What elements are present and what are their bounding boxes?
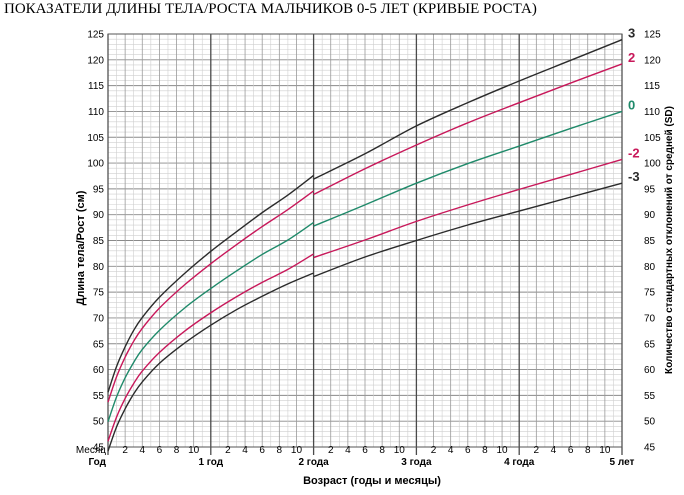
y-tick-label-right: 50: [644, 417, 656, 428]
y-tick-label-left: 100: [87, 159, 104, 170]
x-month-tick-label: 6: [465, 445, 471, 456]
x-month-tick-label: 10: [291, 445, 303, 456]
y-tick-label-left: 125: [87, 30, 104, 41]
y-tick-label-left: 70: [93, 313, 105, 324]
y-tick-label-right: 65: [644, 339, 656, 350]
series-line-2-height: [313, 63, 623, 196]
x-month-tick-label: 2: [328, 445, 334, 456]
y-tick-label-left: 85: [93, 236, 105, 247]
x-year-tick-label: 1 год: [198, 457, 223, 468]
series-line--2-length: [107, 253, 314, 442]
x-month-tick-label: 6: [362, 445, 368, 456]
y-tick-label-right: 105: [644, 133, 661, 144]
y-tick-label-right: 55: [644, 391, 656, 402]
y-tick-label-right: 75: [644, 288, 656, 299]
x-month-tick-label: 2: [431, 445, 437, 456]
y-tick-label-right: 120: [644, 55, 661, 66]
x-month-tick-label: 10: [394, 445, 406, 456]
y-tick-label-right: 80: [644, 262, 656, 273]
series-label-0: 0: [628, 97, 635, 112]
x-year-tick-label: 2 года: [298, 457, 329, 468]
y-tick-label-right: 85: [644, 236, 656, 247]
x-year-tick-label: 4 года: [504, 457, 535, 468]
x-month-tick-label: 2: [534, 445, 540, 456]
x-month-tick-label: 2: [225, 445, 231, 456]
x-month-tick-label: 8: [174, 445, 180, 456]
x-month-tick-label: 4: [551, 445, 557, 456]
x-year-tick-label: 5 лет: [610, 457, 635, 468]
x-month-tick-label: 10: [188, 445, 200, 456]
series-label--2: -2: [628, 145, 640, 160]
page-title: ПОКАЗАТЕЛИ ДЛИНЫ ТЕЛА/РОСТА МАЛЬЧИКОВ 0-…: [4, 1, 537, 17]
chart-grid: [107, 33, 623, 455]
y-tick-label-right: 125: [644, 30, 661, 41]
x-month-tick-label: 4: [139, 445, 145, 456]
y-tick-label-left: 95: [93, 184, 105, 195]
y-tick-label-left: 120: [87, 55, 104, 66]
x-month-tick-label: 8: [585, 445, 591, 456]
series-line-3-length: [107, 174, 315, 393]
x-month-tick-label: 2: [122, 445, 128, 456]
x-month-row-label: Месяц: [76, 445, 106, 456]
y-tick-label-left: 110: [88, 107, 104, 118]
y-tick-label-right: 70: [644, 313, 656, 324]
series-label--3: -3: [628, 169, 640, 184]
x-month-tick-label: 10: [599, 445, 611, 456]
y-tick-label-left: 115: [88, 81, 104, 92]
series-line-0-length: [107, 221, 314, 422]
y-tick-label-left: 50: [93, 417, 105, 428]
x-month-tick-label: 10: [497, 445, 509, 456]
y-tick-label-left: 65: [93, 339, 105, 350]
y-tick-label-left: 45: [93, 443, 105, 454]
series-line-0-height: [313, 110, 623, 227]
x-month-tick-label: 8: [379, 445, 385, 456]
series-line--2-height: [313, 158, 623, 259]
y-tick-label-left: 55: [93, 391, 105, 402]
x-month-tick-label: 4: [242, 445, 248, 456]
series-line--3-length: [107, 272, 314, 452]
x-year-row-label: Год: [89, 457, 107, 468]
y-tick-label-right: 110: [644, 107, 660, 118]
x-month-tick-label: 8: [277, 445, 283, 456]
x-month-tick-label: 4: [345, 445, 351, 456]
y-tick-label-left: 75: [93, 288, 105, 299]
plot-frame: [107, 33, 623, 448]
series-layer: 3 2 0 -2 -3: [107, 26, 640, 452]
y-tick-label-right: 100: [644, 159, 661, 170]
y-tick-label-right: 60: [644, 365, 656, 376]
x-axis-title: Возраст (годы и месяцы): [303, 475, 441, 487]
y-tick-label-right: 95: [644, 184, 656, 195]
x-month-tick-label: 4: [448, 445, 454, 456]
series-label-3: 3: [628, 26, 635, 41]
x-month-tick-label: 6: [157, 445, 163, 456]
series-line--3-height: [313, 182, 623, 278]
y-tick-label-left: 80: [93, 262, 105, 273]
y-tick-label-right: 45: [644, 443, 656, 454]
series-line-3-height: [313, 39, 623, 180]
y-axis-title-right: Количество стандартных отклонений от сре…: [664, 106, 675, 374]
y-tick-label-right: 90: [644, 210, 656, 221]
x-month-tick-label: 6: [568, 445, 574, 456]
y-tick-label-right: 115: [644, 81, 660, 92]
series-label-2: 2: [628, 50, 635, 65]
y-axis-title-left: Длина тела/Рост (см): [75, 190, 87, 305]
y-tick-label-left: 105: [87, 133, 104, 144]
y-tick-label-left: 60: [93, 365, 105, 376]
x-year-tick-label: 3 года: [401, 457, 432, 468]
series-line-2-length: [107, 190, 315, 403]
y-tick-label-left: 90: [93, 210, 105, 221]
x-month-tick-label: 6: [259, 445, 265, 456]
x-month-tick-label: 8: [482, 445, 488, 456]
